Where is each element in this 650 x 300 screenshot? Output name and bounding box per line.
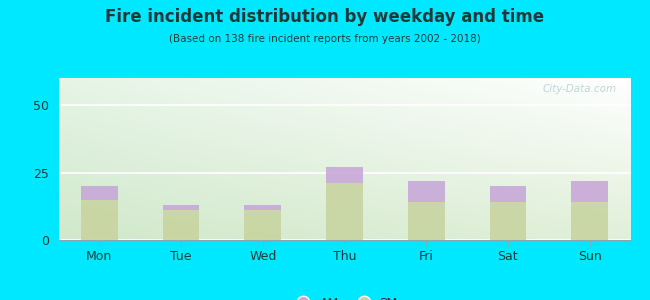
Bar [571,202,608,240]
Bar [81,186,118,200]
Text: Fire incident distribution by weekday and time: Fire incident distribution by weekday an… [105,8,545,26]
Bar [244,205,281,210]
Bar [408,181,445,202]
Bar [489,186,526,202]
Text: (Based on 138 fire incident reports from years 2002 - 2018): (Based on 138 fire incident reports from… [169,34,481,44]
Bar [81,200,118,240]
Bar [244,210,281,240]
Bar [571,181,608,202]
Bar [326,167,363,183]
Bar [326,183,363,240]
Bar [162,210,200,240]
Text: City-Data.com: City-Data.com [542,85,616,94]
Legend: AM, PM: AM, PM [286,292,403,300]
Bar [489,202,526,240]
Bar [408,202,445,240]
Bar [162,205,200,210]
